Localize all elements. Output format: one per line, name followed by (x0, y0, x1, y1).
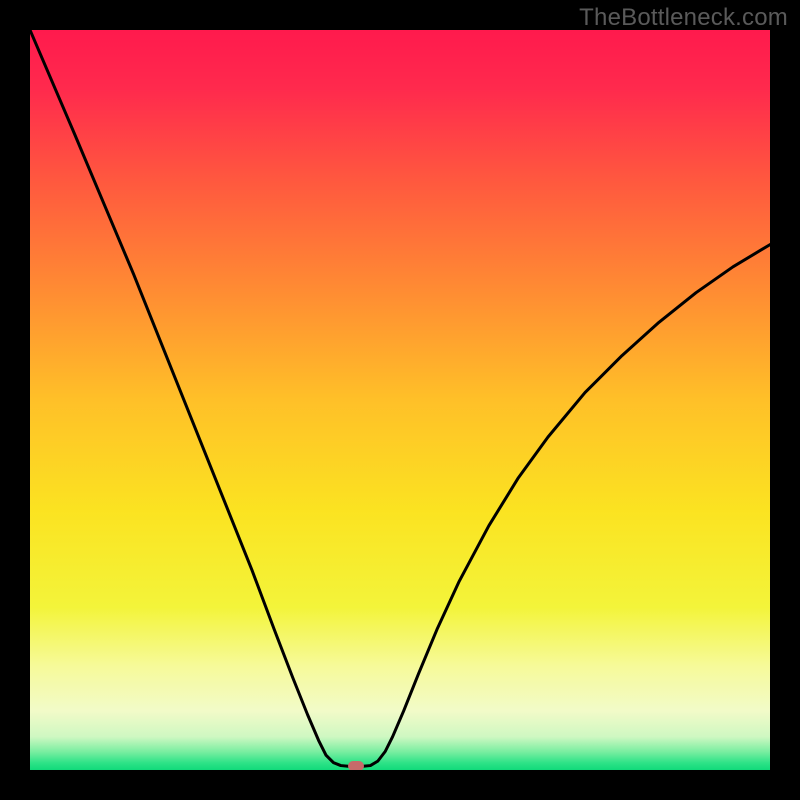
min-marker (348, 761, 364, 770)
plot-area (30, 30, 770, 770)
watermark-text: TheBottleneck.com (579, 4, 788, 32)
chart-container: TheBottleneck.com (0, 0, 800, 800)
plot-background (30, 30, 770, 770)
plot-svg (30, 30, 770, 770)
